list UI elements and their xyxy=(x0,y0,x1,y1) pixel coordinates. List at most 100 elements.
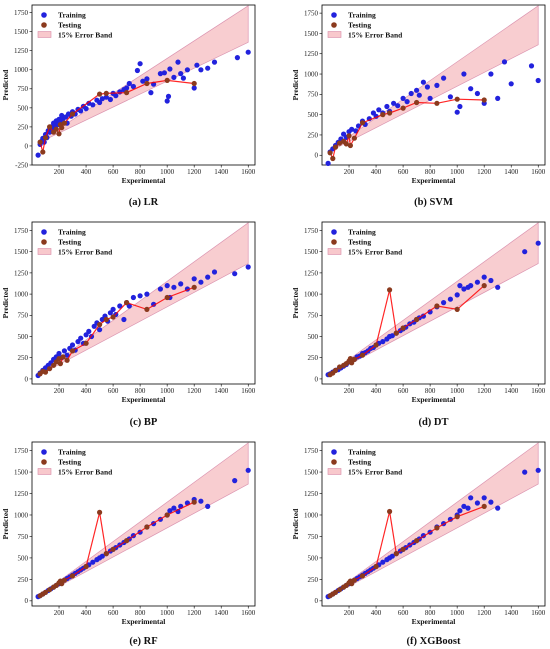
training-point xyxy=(35,152,41,158)
testing-point xyxy=(97,91,103,97)
training-point xyxy=(121,316,127,323)
training-point xyxy=(380,339,386,345)
training-point xyxy=(117,303,123,309)
y-tick-label: 500 xyxy=(308,554,319,562)
y-tick-label: 0 xyxy=(315,152,319,160)
plot-frame xyxy=(321,441,546,607)
training-point xyxy=(184,67,190,73)
training-point xyxy=(408,90,414,97)
testing-point xyxy=(59,125,65,131)
training-point xyxy=(86,100,92,106)
x-axis-label: Experimental xyxy=(412,617,456,626)
x-tick-label: 1600 xyxy=(241,168,256,176)
legend-band-marker xyxy=(327,468,342,475)
x-tick-label: 800 xyxy=(135,609,146,617)
testing-point xyxy=(47,366,53,372)
x-tick-label: 800 xyxy=(135,168,146,176)
x-tick-label: 400 xyxy=(371,609,382,617)
training-point xyxy=(61,348,67,354)
testing-point xyxy=(61,120,67,126)
testing-point xyxy=(61,577,67,583)
training-point xyxy=(384,103,390,110)
training-point xyxy=(232,478,238,484)
training-point xyxy=(424,84,430,90)
training-point xyxy=(325,160,331,166)
testing-point xyxy=(330,155,336,162)
y-tick-label: 750 xyxy=(18,85,29,93)
training-point xyxy=(232,271,238,277)
x-tick-label: 200 xyxy=(344,387,355,395)
legend-testing-label: Testing xyxy=(58,238,81,247)
training-point xyxy=(535,240,541,246)
training-point xyxy=(194,62,200,68)
y-tick-label: 1500 xyxy=(304,30,319,38)
testing-point xyxy=(400,546,406,552)
y-axis-label: Predicted xyxy=(291,287,300,319)
x-tick-label: 1400 xyxy=(504,387,519,395)
panel-caption: (a) LR xyxy=(129,197,159,208)
legend-training-label: Training xyxy=(348,448,376,457)
x-tick-label: 800 xyxy=(425,387,436,395)
training-point xyxy=(447,94,453,100)
training-point xyxy=(465,505,471,511)
training-point xyxy=(447,296,453,302)
y-tick-label: 250 xyxy=(18,123,29,131)
y-tick-label: 500 xyxy=(18,333,29,341)
training-point xyxy=(474,90,480,97)
testing-point xyxy=(454,514,460,520)
testing-point xyxy=(97,509,103,515)
training-point xyxy=(167,66,173,72)
x-tick-label: 600 xyxy=(108,387,119,395)
legend-band-label: 15% Error Band xyxy=(348,248,403,257)
y-tick-label: 250 xyxy=(18,576,29,584)
testing-point xyxy=(400,105,406,111)
testing-point xyxy=(387,287,393,293)
legend-training-marker xyxy=(331,229,337,235)
testing-point xyxy=(332,589,339,595)
testing-point xyxy=(387,110,393,116)
legend-testing-label: Testing xyxy=(348,238,371,247)
chart-panel-5: 200 400 600 800 1000 1200 1400 1600 0 250 500 750 10… xyxy=(1,441,256,647)
x-tick-label: 400 xyxy=(81,387,92,395)
chart-panel-1: 200 400 600 800 1000 1200 1400 1600 -250 0 250 500 7… xyxy=(1,4,256,208)
training-point xyxy=(434,82,440,88)
x-tick-label: 1200 xyxy=(477,609,492,617)
training-point xyxy=(380,559,386,565)
training-point xyxy=(245,467,251,473)
training-point xyxy=(501,59,508,65)
x-tick-label: 1200 xyxy=(187,609,202,617)
testing-point xyxy=(69,111,76,117)
plot-frame xyxy=(31,221,256,385)
training-point xyxy=(130,294,136,301)
y-tick-label: 1750 xyxy=(14,227,29,235)
training-point xyxy=(457,103,463,110)
x-tick-label: 400 xyxy=(81,168,92,176)
plot-frame xyxy=(321,221,546,385)
legend-training-label: Training xyxy=(58,228,86,237)
x-tick-label: 400 xyxy=(371,168,382,176)
training-point xyxy=(389,333,395,339)
y-tick-label: 1750 xyxy=(304,447,319,455)
y-tick-label: 1500 xyxy=(304,468,319,476)
x-tick-label: 1000 xyxy=(450,168,465,176)
testing-point xyxy=(53,126,59,132)
training-point xyxy=(164,283,170,289)
plot-frame xyxy=(321,4,546,166)
testing-point xyxy=(337,364,343,370)
y-axis-label: Predicted xyxy=(1,287,10,319)
training-point xyxy=(395,103,401,109)
training-point xyxy=(211,59,218,65)
y-tick-label: 500 xyxy=(18,554,29,562)
training-point xyxy=(420,79,426,85)
legend-training-marker xyxy=(41,449,47,455)
training-point xyxy=(90,102,96,108)
panel-caption: (d) DT xyxy=(418,417,448,428)
training-point xyxy=(461,503,467,509)
training-point xyxy=(134,67,140,74)
testing-point xyxy=(347,356,353,362)
testing-point xyxy=(414,316,420,323)
training-point xyxy=(64,352,70,358)
training-point xyxy=(86,328,92,334)
testing-point xyxy=(191,80,197,87)
